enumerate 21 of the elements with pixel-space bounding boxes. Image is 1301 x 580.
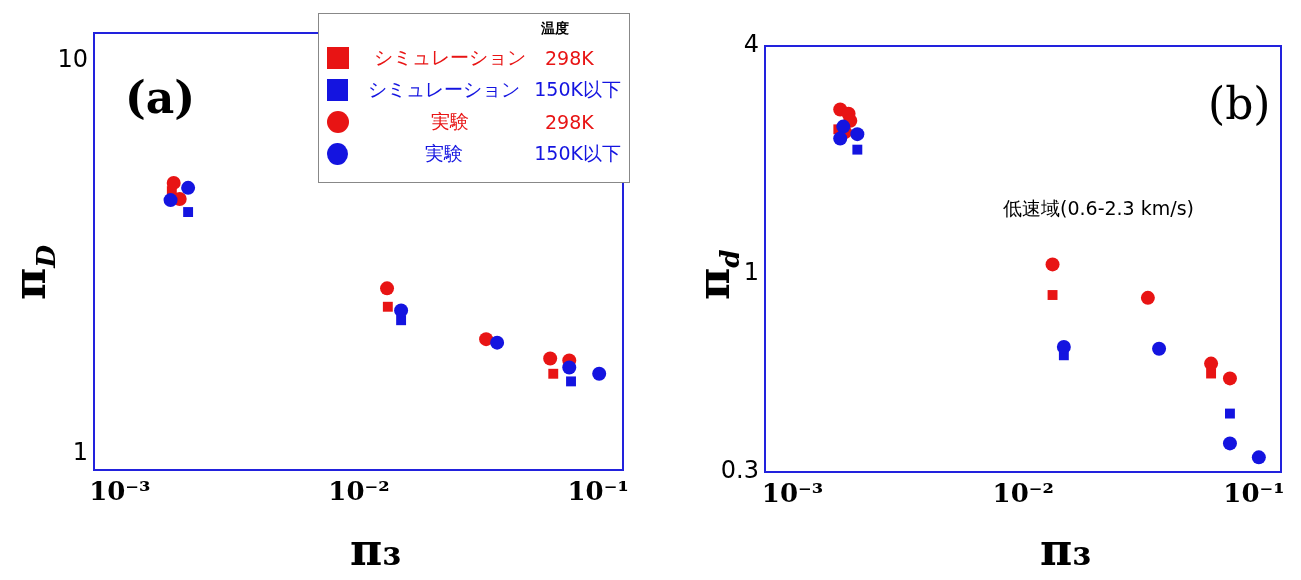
x-tick-label: 10⁻²: [992, 478, 1054, 509]
x-tick-label: 10⁻³: [761, 478, 824, 509]
text: 実験 150K以下: [425, 142, 621, 164]
y-tick-label: 1: [72, 438, 88, 467]
legend-title: 温度: [540, 20, 570, 38]
x-tick-label: 10⁻¹: [1223, 478, 1285, 509]
x-tick-label: 10⁻¹: [567, 476, 629, 507]
annotation: (a): [125, 72, 196, 123]
x-tick-label: 10⁻³: [89, 476, 151, 507]
y-tick-label: 10: [57, 45, 88, 74]
annotation: (b): [1208, 78, 1271, 129]
legend-label: シミュレーション 150K以下: [367, 77, 621, 102]
x-axis-title: π₃: [350, 524, 402, 575]
text: 実験 298K: [431, 110, 594, 133]
legend-label: シミュレーション 298K: [373, 45, 594, 71]
x-axis-title: π₃: [1040, 524, 1092, 575]
x-tick-label: 10⁻²: [328, 476, 390, 507]
annotation: 低速域(0.6-2.3 km/s): [1003, 196, 1194, 221]
y-tick-label: 4: [743, 30, 759, 59]
y-tick-label: 0.3: [720, 456, 759, 485]
y-tick-label: 1: [743, 258, 759, 287]
